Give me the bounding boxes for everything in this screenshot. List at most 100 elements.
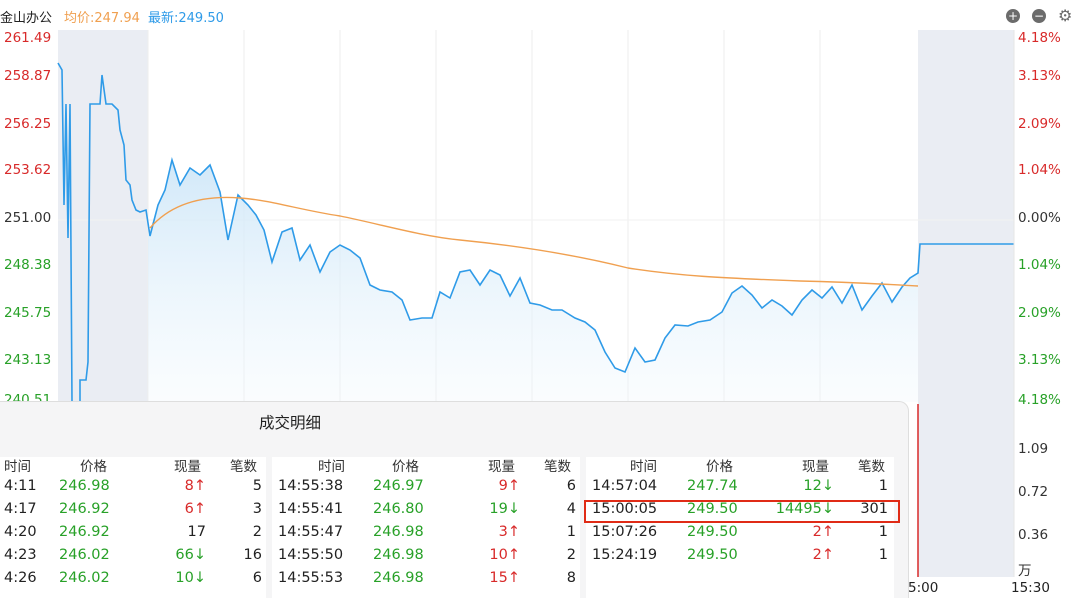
trade-price: 249.50 [687, 501, 738, 517]
trade-price: 247.74 [687, 478, 738, 494]
header-count: 笔数 [858, 459, 885, 475]
trade-time: 15:24:19 [592, 547, 658, 563]
trade-time: 14:55:53 [278, 570, 344, 586]
header-volume: 现量 [802, 459, 829, 475]
post-volume-band [918, 402, 1014, 577]
trade-time: 14:55:38 [278, 478, 344, 494]
trade-price: 246.92 [59, 524, 110, 540]
trade-price: 246.98 [59, 478, 110, 494]
trade-count: 1 [566, 524, 576, 540]
trade-column-1 [0, 457, 266, 598]
price-area [148, 160, 918, 402]
trade-count: 4 [566, 501, 576, 517]
trade-price: 246.97 [373, 478, 424, 494]
trade-price: 246.98 [373, 524, 424, 540]
header-volume: 现量 [488, 459, 515, 475]
post-market-band [918, 30, 1014, 402]
price-axis-label: 245.75 [4, 305, 52, 321]
trade-volume: 6↑ [184, 501, 206, 517]
volume-axis-label: 1.09 [1018, 441, 1049, 457]
trade-count: 6 [252, 570, 262, 586]
trade-count: 2 [252, 524, 262, 540]
header-time: 时间 [4, 459, 31, 475]
pct-axis-label: 0.00% [1018, 210, 1061, 226]
pct-axis-label: 2.09% [1018, 305, 1061, 321]
trade-price: 246.02 [59, 547, 110, 563]
pct-axis-label: 3.13% [1018, 352, 1061, 368]
header-count: 笔数 [230, 459, 257, 475]
pct-axis-label: 1.04% [1018, 257, 1061, 273]
trade-detail-panel: 成交明细 [0, 401, 909, 598]
trade-count: 1 [878, 524, 888, 540]
pct-axis-label: 3.13% [1018, 68, 1061, 84]
trade-count: 6 [566, 478, 576, 494]
header-volume: 现量 [174, 459, 201, 475]
trade-count: 16 [243, 547, 262, 563]
average-line [149, 196, 919, 287]
trade-count: 2 [566, 547, 576, 563]
trade-time: 14:55:50 [278, 547, 344, 563]
time-axis-label: 5:00 [908, 580, 939, 596]
trade-price: 246.02 [59, 570, 110, 586]
price-axis-label: 248.38 [4, 257, 52, 273]
trade-time: 15:07:26 [592, 524, 658, 540]
trade-count: 1 [878, 478, 888, 494]
trade-column-3 [586, 457, 894, 598]
price-axis-label: 251.00 [4, 210, 52, 226]
trade-count: 1 [878, 547, 888, 563]
header-price: 价格 [706, 459, 733, 475]
trade-count: 3 [252, 501, 262, 517]
trade-time: 15:00:05 [592, 501, 658, 517]
trade-volume: 15↑ [489, 570, 520, 586]
trade-time: 14:57:04 [592, 478, 658, 494]
price-axis-label: 258.87 [4, 68, 52, 84]
last-price-label: 最新:249.50 [148, 11, 224, 26]
volume-axis-label: 0.36 [1018, 527, 1049, 543]
header-time: 时间 [630, 459, 657, 475]
trade-volume: 2↑ [812, 547, 834, 563]
trade-volume: 10↓ [175, 570, 206, 586]
panel-title: 成交明细 [258, 414, 321, 432]
trade-price: 249.50 [687, 524, 738, 540]
header-count: 笔数 [544, 459, 571, 475]
header-price: 价格 [392, 459, 419, 475]
trade-price: 246.98 [373, 547, 424, 563]
trade-count: 301 [860, 501, 888, 517]
trade-price: 246.98 [373, 570, 424, 586]
volume-unit-label: 万 [1018, 563, 1032, 579]
trade-price: 249.50 [687, 547, 738, 563]
trade-time: 4:20 [4, 524, 37, 540]
trade-price: 246.92 [59, 501, 110, 517]
price-axis-label: 256.25 [4, 116, 52, 132]
price-axis-label: 253.62 [4, 162, 52, 178]
minus-icon[interactable]: − [1032, 9, 1046, 23]
trade-time: 4:17 [4, 501, 37, 517]
pct-axis-label: 1.04% [1018, 162, 1061, 178]
pct-axis-label: 4.18% [1018, 30, 1061, 46]
trade-volume: 8↑ [184, 478, 206, 494]
price-axis-label: 243.13 [4, 352, 52, 368]
stock-name: 金山办公 [0, 11, 53, 26]
trade-time: 14:55:41 [278, 501, 344, 517]
trade-volume: 66↓ [175, 547, 206, 563]
trade-volume: 17 [187, 524, 206, 540]
volume-axis-label: 0.72 [1018, 484, 1049, 500]
time-axis-label: 15:30 [1011, 580, 1050, 596]
gear-icon[interactable]: ⚙ [1058, 6, 1073, 25]
trade-volume: 19↓ [489, 501, 520, 517]
pre-market-band [58, 30, 148, 402]
trade-volume: 14495↓ [775, 501, 834, 517]
trade-count: 8 [566, 570, 576, 586]
trade-volume: 9↑ [498, 478, 520, 494]
pct-axis-label: 4.18% [1018, 392, 1061, 408]
plus-icon[interactable]: + [1006, 9, 1020, 23]
trade-time: 4:26 [4, 570, 37, 586]
price-axis-label: 261.49 [4, 30, 52, 46]
pct-axis-label: 2.09% [1018, 116, 1061, 132]
average-price-label: 均价:247.94 [64, 11, 140, 26]
chart-header: 金山办公 均价:247.94 最新:249.50 + − ⚙ [0, 0, 1080, 30]
trade-volume: 3↑ [498, 524, 520, 540]
trade-price: 246.80 [373, 501, 424, 517]
header-price: 价格 [80, 459, 107, 475]
